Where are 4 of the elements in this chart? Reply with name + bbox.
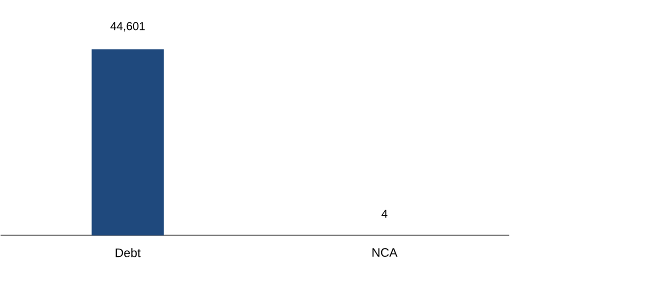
x-tick-label: Debt — [116, 248, 141, 258]
data-label: 44,601 — [110, 22, 145, 32]
data-label: 4 — [382, 210, 388, 218]
x-tick-label: NCA — [372, 248, 398, 258]
